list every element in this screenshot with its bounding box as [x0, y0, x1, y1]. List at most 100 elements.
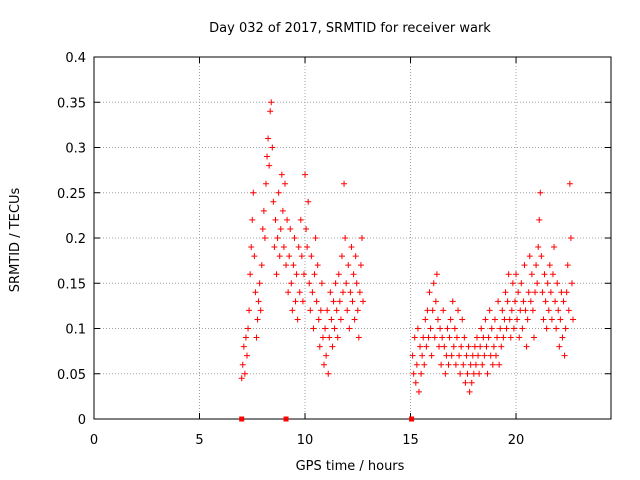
data-point [490, 343, 497, 350]
data-point [541, 271, 548, 278]
data-point [325, 370, 332, 377]
data-point [304, 244, 311, 251]
data-point [426, 289, 433, 296]
data-point [295, 244, 302, 251]
data-point [294, 316, 301, 323]
data-point [259, 225, 266, 232]
x-tick-label: 5 [195, 433, 203, 448]
data-point [280, 244, 287, 251]
data-point [477, 343, 484, 350]
data-point [562, 325, 569, 332]
data-point [288, 280, 295, 287]
data-point [332, 280, 339, 287]
data-points [238, 99, 577, 395]
data-point [544, 280, 551, 287]
data-point [522, 307, 529, 314]
data-point [327, 289, 334, 296]
data-point [338, 253, 345, 260]
data-point [296, 289, 303, 296]
data-point [430, 280, 437, 287]
data-point [436, 343, 443, 350]
data-point [313, 298, 320, 305]
data-point [324, 307, 331, 314]
data-point [483, 343, 490, 350]
data-point [344, 307, 351, 314]
data-point [563, 289, 570, 296]
data-point [276, 253, 283, 260]
data-point [357, 262, 364, 269]
data-point [441, 343, 448, 350]
data-point [437, 325, 444, 332]
data-point [499, 307, 506, 314]
data-point [318, 280, 325, 287]
data-point [479, 361, 486, 368]
data-point [524, 316, 531, 323]
data-point [560, 298, 567, 305]
data-point [552, 298, 559, 305]
data-point [489, 361, 496, 368]
data-point [484, 370, 491, 377]
data-point [293, 271, 300, 278]
data-point [540, 316, 547, 323]
zero-markers [239, 416, 415, 422]
data-point [461, 334, 468, 341]
data-point [254, 316, 261, 323]
data-point [317, 307, 324, 314]
data-point [518, 280, 525, 287]
y-tick-label: 0 [78, 413, 86, 428]
data-point [470, 370, 477, 377]
x-tick-label: 0 [90, 433, 98, 448]
data-point [352, 253, 359, 260]
data-point [345, 262, 352, 269]
data-point [329, 343, 336, 350]
data-point [469, 352, 476, 359]
data-point [542, 298, 549, 305]
data-point [534, 280, 541, 287]
data-point [465, 343, 472, 350]
data-point [351, 316, 358, 323]
data-point [328, 316, 335, 323]
data-point [300, 271, 307, 278]
data-point [475, 352, 482, 359]
data-point [440, 307, 447, 314]
data-point [482, 316, 489, 323]
data-point [567, 235, 574, 241]
data-point [418, 370, 425, 377]
data-point [251, 253, 258, 260]
data-point [283, 262, 290, 269]
data-point [349, 298, 356, 305]
data-point [528, 271, 535, 278]
data-point [270, 198, 277, 205]
data-point [311, 271, 318, 278]
x-tick-labels: 0 5 10 15 20 [90, 433, 524, 448]
data-point [292, 298, 299, 305]
data-point [340, 289, 347, 296]
data-point [354, 307, 361, 314]
data-point [289, 307, 296, 314]
data-point [547, 289, 554, 296]
data-point [265, 135, 272, 142]
grid [94, 57, 611, 419]
data-point [449, 298, 456, 305]
data-point [466, 388, 473, 395]
data-point [326, 334, 333, 341]
data-point [268, 99, 275, 106]
data-point [333, 307, 340, 314]
data-point [556, 343, 563, 350]
data-point [245, 325, 252, 332]
data-point [331, 325, 338, 332]
data-point [255, 298, 262, 305]
data-point [450, 343, 457, 350]
data-point [559, 334, 566, 341]
data-point [277, 225, 284, 232]
data-point [543, 325, 550, 332]
data-point [346, 325, 353, 332]
data-point [539, 289, 546, 296]
data-point [262, 180, 269, 187]
data-point [306, 280, 313, 287]
data-point [336, 298, 343, 305]
data-point [434, 316, 441, 323]
data-point [546, 262, 553, 269]
data-point [505, 271, 512, 278]
